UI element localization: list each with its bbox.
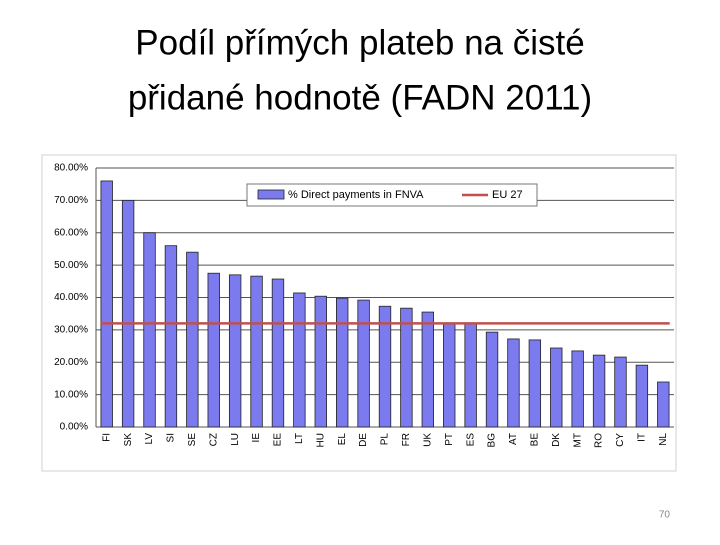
bar	[464, 323, 477, 428]
slide-title: přidané hodnotě (FADN 2011)	[128, 78, 592, 117]
bar	[228, 274, 242, 428]
y-tick-label: 60.00%	[54, 227, 88, 238]
x-tick-label: IT	[637, 433, 648, 442]
x-tick-label: HU	[315, 433, 326, 447]
y-tick-label: 0.00%	[60, 422, 88, 433]
bar	[378, 305, 392, 428]
bar	[635, 364, 649, 428]
x-tick-label: CY	[615, 433, 626, 447]
x-tick-label: FR	[401, 433, 412, 446]
y-tick-label: 30.00%	[54, 325, 88, 336]
x-tick-label: DK	[551, 433, 562, 447]
x-tick-label: EE	[273, 433, 284, 447]
y-tick-label: 40.00%	[54, 292, 88, 303]
x-tick-label: LT	[294, 433, 305, 444]
x-tick-label: PT	[444, 433, 455, 446]
x-tick-label: SK	[123, 433, 134, 447]
x-tick-label: LU	[230, 433, 241, 446]
x-tick-label: SI	[166, 433, 177, 442]
x-tick-label: MT	[572, 433, 583, 447]
page-number: 70	[659, 510, 671, 521]
y-tick-label: 70.00%	[54, 195, 88, 206]
x-tick-label: AT	[508, 433, 519, 445]
y-tick-label: 80.00%	[54, 163, 88, 174]
bar	[528, 339, 542, 428]
bar	[250, 275, 263, 428]
bar	[614, 356, 627, 428]
bar	[657, 381, 670, 428]
bar	[400, 307, 413, 428]
x-tick-label: SE	[187, 433, 198, 447]
legend-swatch	[257, 189, 285, 200]
y-tick-label: 20.00%	[54, 357, 88, 368]
x-tick-label: BE	[529, 433, 540, 447]
y-tick-label: 50.00%	[54, 260, 88, 271]
bar	[485, 331, 499, 428]
x-tick-label: RO	[594, 433, 605, 448]
bar	[207, 272, 220, 428]
bar	[571, 350, 584, 428]
x-tick-label: IE	[251, 433, 262, 443]
bar	[186, 251, 199, 428]
bar	[164, 245, 178, 428]
bar	[100, 180, 113, 428]
bar	[293, 292, 306, 428]
bar	[271, 278, 285, 428]
x-tick-label: BG	[487, 433, 498, 448]
bar	[592, 354, 606, 428]
x-tick-label: EL	[337, 433, 348, 446]
slide-title: Podíl přímých plateb na čisté	[135, 23, 584, 62]
bar	[421, 311, 434, 428]
x-tick-label: DE	[358, 433, 369, 447]
y-tick-label: 10.00%	[54, 389, 88, 400]
legend-label: EU 27	[492, 189, 523, 201]
bar	[336, 297, 349, 428]
bar	[443, 322, 456, 428]
x-tick-label: CZ	[208, 433, 219, 446]
bar	[507, 338, 520, 428]
bar	[121, 199, 135, 428]
bar	[357, 299, 370, 428]
x-tick-label: ES	[465, 433, 476, 447]
bar	[314, 295, 327, 428]
x-tick-label: UK	[422, 433, 433, 447]
legend-label: % Direct payments in FNVA	[288, 189, 424, 201]
x-tick-label: PL	[380, 433, 391, 446]
x-tick-label: NL	[658, 433, 669, 446]
bar	[143, 232, 156, 428]
x-tick-label: LV	[144, 433, 155, 445]
bar	[550, 347, 563, 428]
legend-box	[246, 183, 538, 207]
x-tick-label: FI	[101, 433, 112, 442]
